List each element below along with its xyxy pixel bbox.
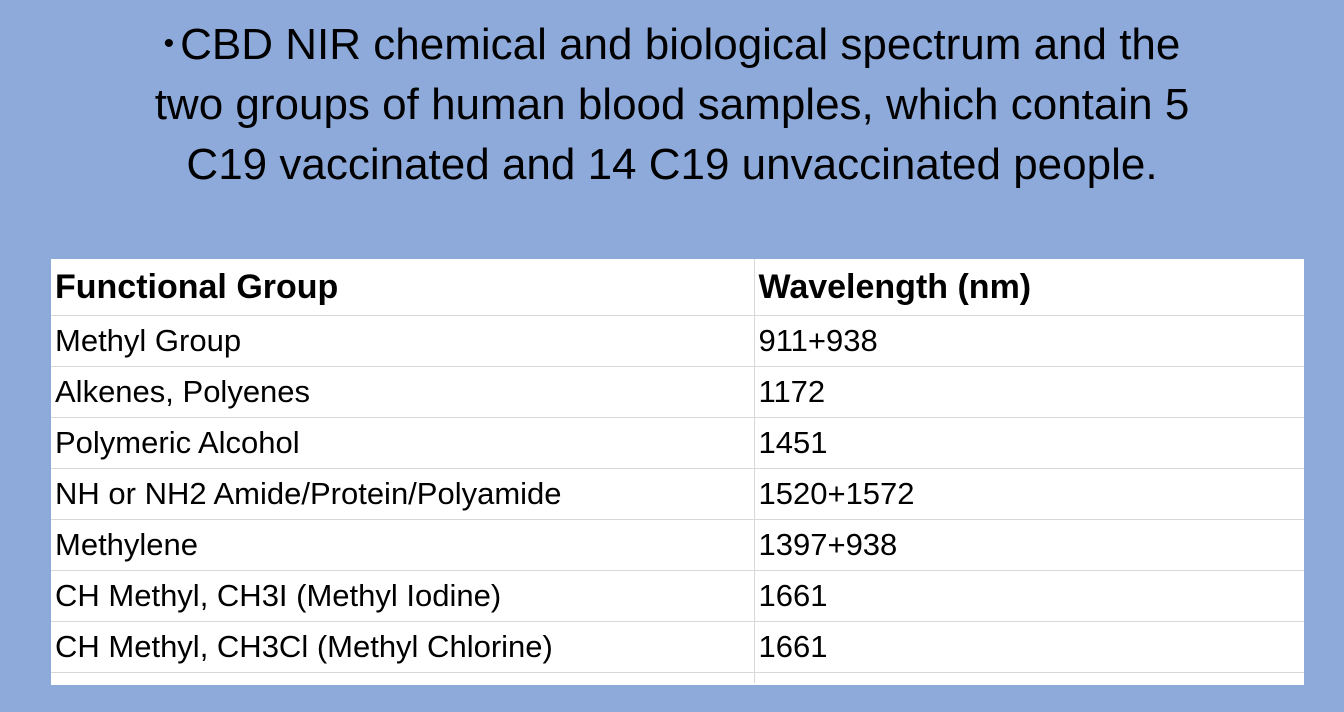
table-row: Methylene 1397+938 [51, 519, 1304, 571]
title-text-1: CBD NIR chemical and biological spectrum… [180, 20, 1181, 69]
title-line-2: two groups of human blood samples, which… [154, 80, 1190, 129]
empty-cell [754, 673, 1304, 684]
empty-cell [51, 672, 755, 683]
header-wavelength: Wavelength (nm) [754, 259, 1304, 316]
data-table: Functional Group Wavelength (nm) Methyl … [51, 259, 1304, 683]
table-row: CH Methyl, CH3Cl (Methyl Chlorine) 1661 [51, 621, 1304, 673]
wavelength-cell: 1661 [754, 621, 1304, 673]
table-row: CH Methyl, CH3I (Methyl Iodine) 1661 [51, 570, 1304, 622]
functional-group-cell: Alkenes, Polyenes [51, 366, 755, 418]
functional-group-cell: Methylene [51, 519, 755, 571]
functional-group-cell: Methyl Group [51, 315, 755, 367]
functional-group-table: Functional Group Wavelength (nm) Methyl … [51, 259, 1304, 685]
wavelength-cell: 1520+1572 [754, 468, 1304, 520]
wavelength-cell: 1661 [754, 570, 1304, 622]
title-line-3: C19 vaccinated and 14 C19 unvaccinated p… [186, 140, 1158, 189]
table-row: Alkenes, Polyenes 1172 [51, 366, 1304, 418]
functional-group-cell: NH or NH2 Amide/Protein/Polyamide [51, 468, 755, 520]
slide-title: • CBD NIR chemical and biological spectru… [40, 14, 1304, 195]
functional-group-cell: Polymeric Alcohol [51, 417, 755, 469]
bullet-icon: • [163, 27, 175, 60]
functional-group-cell: CH Methyl, CH3Cl (Methyl Chlorine) [51, 621, 755, 673]
wavelength-cell: 1451 [754, 417, 1304, 469]
header-row: Functional Group Wavelength (nm) [51, 259, 1304, 316]
wavelength-cell: 1172 [754, 366, 1304, 418]
table-row: Methyl Group 911+938 [51, 315, 1304, 367]
table-row: Polymeric Alcohol 1451 [51, 417, 1304, 469]
header-functional-group: Functional Group [51, 259, 755, 316]
functional-group-cell: CH Methyl, CH3I (Methyl Iodine) [51, 570, 755, 622]
table-row: NH or NH2 Amide/Protein/Polyamide 1520+1… [51, 468, 1304, 520]
wavelength-cell: 1397+938 [754, 519, 1304, 571]
title-line-1: • CBD NIR chemical and biological spectru… [40, 14, 1304, 75]
wavelength-cell: 911+938 [754, 315, 1304, 367]
table-filler-row [51, 672, 1304, 684]
